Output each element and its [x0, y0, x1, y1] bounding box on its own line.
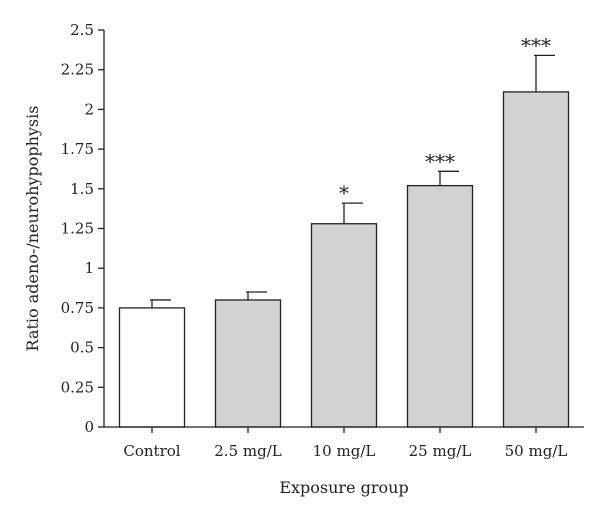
significance-marker: * [339, 181, 349, 205]
y-tick-label: 1 [84, 259, 94, 277]
y-axis-ticks: 0 0.25 0.5 0.75 1 1.25 1.5 1.75 2 2.25 2.5 [61, 21, 104, 436]
significance-markers: ******* [339, 33, 551, 205]
bar [406, 184, 474, 428]
x-category-label: 10 mg/L [313, 442, 376, 460]
x-category-label: 25 mg/L [409, 442, 472, 460]
significance-marker: *** [425, 149, 455, 173]
bar [310, 223, 378, 428]
y-tick-label: 1.5 [70, 180, 94, 198]
y-tick-label: 2.25 [61, 61, 94, 79]
bars [118, 91, 570, 428]
x-axis-title: Exposure group [279, 478, 408, 497]
y-tick-label: 0.5 [70, 339, 94, 357]
y-tick-label: 0.25 [61, 378, 94, 396]
y-axis-title: Ratio adeno-/neurohypophysis [23, 106, 42, 352]
y-tick-label: 2.5 [70, 21, 94, 39]
y-tick-label: 1.75 [61, 140, 94, 158]
error-bars [150, 54, 555, 308]
x-category-label: Control [123, 442, 180, 460]
y-tick-label: 1.25 [61, 220, 94, 238]
significance-marker: *** [521, 33, 551, 57]
x-category-label: 50 mg/L [505, 442, 568, 460]
y-tick-label: 2 [84, 100, 94, 118]
x-category-label: 2.5 mg/L [214, 442, 282, 460]
y-tick-label: 0 [84, 418, 94, 436]
bar [118, 307, 186, 428]
y-tick-label: 0.75 [61, 299, 94, 317]
x-axis-categories: Control 2.5 mg/L 10 mg/L 25 mg/L 50 mg/L [123, 427, 567, 460]
bar [502, 91, 570, 428]
bar [214, 299, 282, 428]
